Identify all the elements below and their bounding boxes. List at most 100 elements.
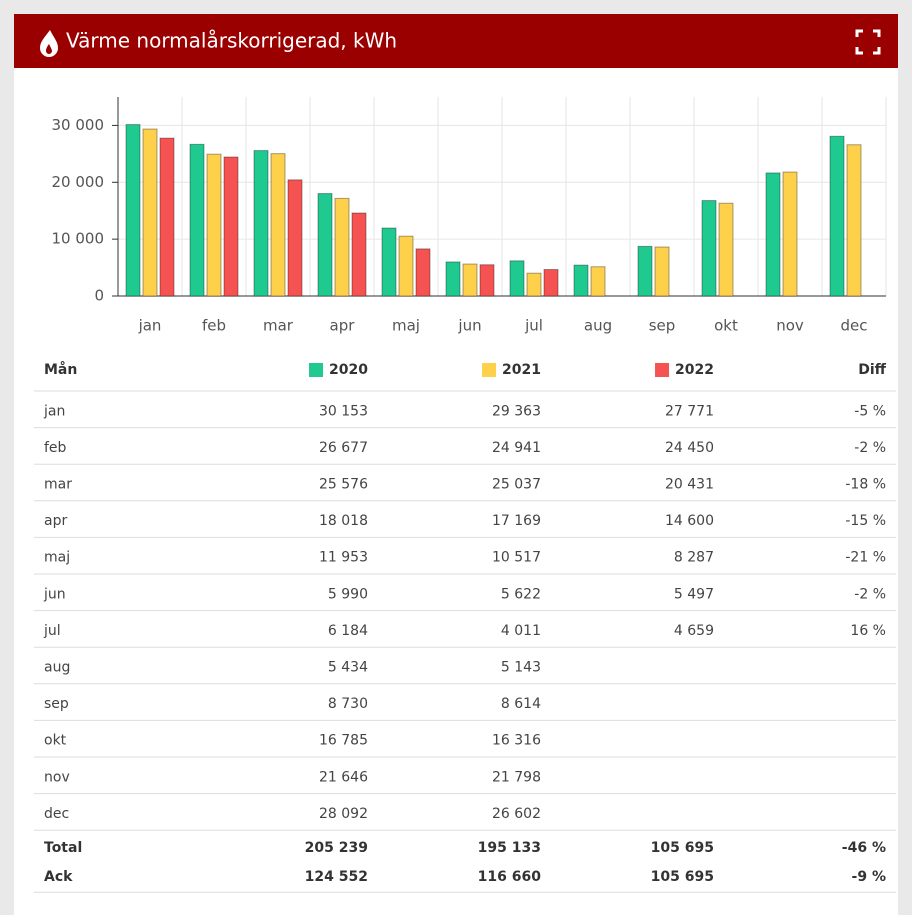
value-cell: 18 018: [319, 513, 368, 529]
legend-swatch: [482, 363, 497, 377]
value-cell: 24 450: [665, 440, 714, 456]
summary-value: 105 695: [651, 840, 714, 856]
bar: [253, 150, 269, 297]
value-cell: 27 771: [665, 403, 714, 419]
month-cell: apr: [44, 513, 67, 529]
month-cell: aug: [44, 660, 70, 676]
diff-cell: -21 %: [845, 550, 886, 566]
value-cell: 16 316: [492, 733, 541, 749]
data-table: Mån Diff 2020 2021 2022 jan 30 153 29 363 27 771…: [34, 361, 896, 893]
bar: [543, 269, 559, 297]
value-cell: 25 037: [492, 477, 541, 493]
legend-label: 2020: [329, 362, 368, 378]
diff-cell: 16 %: [850, 623, 886, 639]
value-cell: 8 614: [501, 696, 541, 712]
bar: [287, 179, 303, 297]
summary-value: 116 660: [478, 869, 542, 885]
summary-diff: -46 %: [842, 840, 886, 856]
bar: [509, 260, 525, 297]
bar: [654, 246, 670, 297]
bar: [718, 202, 734, 297]
bar: [415, 248, 431, 297]
value-cell: 5 143: [501, 660, 541, 676]
month-cell: maj: [44, 550, 70, 566]
value-cell: 10 517: [492, 550, 541, 566]
legend-swatch: [309, 363, 324, 377]
x-tick-label: nov: [776, 317, 804, 335]
bar: [206, 153, 222, 297]
header: [14, 14, 898, 68]
x-tick-label: apr: [330, 317, 356, 335]
y-tick-label: 20 000: [52, 173, 105, 191]
value-cell: 5 497: [674, 586, 714, 602]
x-tick-label: dec: [841, 317, 868, 335]
bar: [445, 261, 461, 297]
bar: [846, 144, 862, 297]
month-cell: sep: [44, 696, 69, 712]
plot: 0 10 000 20 000 30 000 jan feb mar apr maj jun jul…: [52, 97, 887, 335]
summary-value: 105 695: [651, 869, 714, 885]
table-header: Mån: [44, 361, 77, 378]
bar: [398, 235, 414, 297]
bar: [782, 171, 798, 297]
value-cell: 21 646: [319, 769, 368, 785]
summary-value: 195 133: [478, 840, 541, 856]
bar: [526, 272, 542, 297]
bar: [125, 124, 141, 297]
value-cell: 17 169: [492, 513, 541, 529]
bar: [189, 143, 205, 297]
month-cell: jun: [43, 586, 66, 602]
x-tick-label: maj: [392, 317, 420, 335]
chart-title: Värme normalårskorrigerad, kWh: [66, 29, 397, 53]
summary-diff: -9 %: [852, 869, 886, 885]
legend-label: 2022: [675, 362, 714, 378]
month-cell: nov: [44, 769, 70, 785]
x-tick-label: feb: [202, 317, 226, 335]
fullscreen-button[interactable]: [855, 29, 881, 55]
bar: [142, 128, 158, 297]
month-cell: jan: [43, 403, 65, 419]
x-tick-label: mar: [263, 317, 294, 335]
value-cell: 5 434: [328, 660, 368, 676]
diff-cell: -2 %: [854, 586, 886, 602]
value-cell: 5 990: [328, 586, 368, 602]
bar: [637, 245, 653, 297]
month-cell: feb: [44, 440, 67, 456]
bar: [159, 137, 175, 297]
bar: [270, 153, 286, 297]
summary-value: 205 239: [305, 840, 368, 856]
x-tick-label: jul: [524, 317, 543, 335]
value-cell: 8 730: [328, 696, 368, 712]
bar: [479, 264, 495, 297]
summary-value: 124 552: [305, 869, 368, 885]
x-tick-label: sep: [649, 317, 676, 335]
value-cell: 24 941: [492, 440, 541, 456]
y-tick-label: 30 000: [52, 116, 105, 134]
value-cell: 11 953: [319, 550, 368, 566]
bar: [765, 172, 781, 297]
bar: [462, 263, 478, 297]
value-cell: 4 011: [501, 623, 541, 639]
legend-label: 2021: [502, 362, 541, 378]
value-cell: 8 287: [674, 550, 714, 566]
value-cell: 26 602: [492, 806, 541, 822]
bar: [381, 227, 397, 297]
bar: [317, 193, 333, 297]
bar: [590, 266, 606, 297]
bar: [223, 156, 239, 297]
value-cell: 21 798: [492, 769, 541, 785]
bar: [573, 264, 589, 297]
legend-swatch: [655, 363, 670, 377]
value-cell: 30 153: [319, 403, 368, 419]
value-cell: 29 363: [492, 403, 541, 419]
month-cell: dec: [44, 806, 69, 822]
month-cell: okt: [44, 733, 67, 749]
x-tick-label: aug: [584, 317, 612, 335]
summary-label: Ack: [44, 869, 73, 885]
y-tick-label: 10 000: [52, 230, 105, 248]
bar: [351, 212, 367, 297]
value-cell: 4 659: [674, 623, 714, 639]
value-cell: 16 785: [319, 733, 368, 749]
value-cell: 28 092: [319, 806, 368, 822]
